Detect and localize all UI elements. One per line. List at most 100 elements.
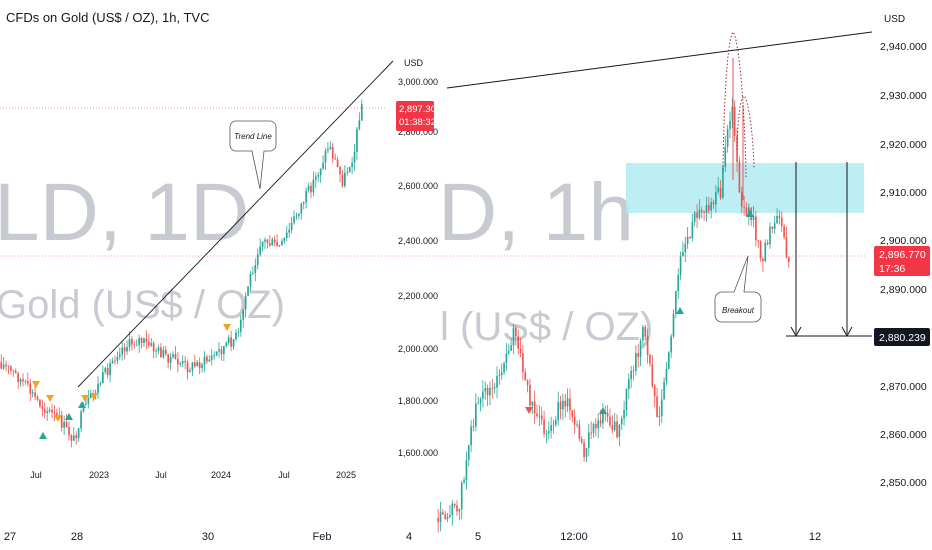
hourly-candle-body <box>710 202 712 211</box>
head-outline <box>722 31 747 179</box>
hourly-candle-body <box>578 424 581 439</box>
hourly-candle-body <box>529 384 531 406</box>
watermark-hourly-symbol: D, 1h <box>438 167 634 258</box>
daily-candle-body <box>232 339 235 347</box>
hourly-candle-body <box>496 375 498 388</box>
hourly-candle-body <box>627 379 630 390</box>
hourly-currency-label: USD <box>884 14 905 25</box>
target-price-value: 2,880.239 <box>879 332 926 344</box>
hourly-candle-body <box>682 252 684 257</box>
buy-signal-icon <box>746 210 754 217</box>
daily-candle-body <box>133 344 136 346</box>
hourly-time-axis: 27 28 30 Feb 4 5 12:00 10 11 12 <box>4 531 821 543</box>
hourly-candle-body <box>686 237 689 244</box>
daily-candle-body <box>220 349 223 354</box>
hourly-candle-body <box>693 212 696 222</box>
hourly-candle-body <box>660 399 663 416</box>
hourly-candle-body <box>442 512 444 515</box>
hourly-candle-body <box>658 415 661 418</box>
hourly-candle-body <box>505 353 508 363</box>
hourly-x-tick: 11 <box>731 531 742 543</box>
daily-time-axis: Jul 2023 Jul 2024 Jul 2025 <box>30 470 356 480</box>
hourly-candle-body <box>510 345 512 351</box>
daily-last-price-value: 2,897.305 <box>399 104 441 115</box>
hourly-candle-body <box>446 517 449 520</box>
hourly-candle-body <box>576 424 578 426</box>
daily-candle-body <box>177 358 179 365</box>
buy-signal-icon <box>78 401 86 408</box>
buy-signal-icon <box>39 432 47 439</box>
daily-candle-body <box>261 241 264 247</box>
daily-y-tick: 1,800.000 <box>398 396 438 406</box>
resistance-zone <box>626 163 864 213</box>
daily-candle-body <box>7 366 10 368</box>
daily-candle-body <box>358 120 361 130</box>
daily-candle-body <box>312 179 315 193</box>
hourly-candle-body <box>580 438 583 443</box>
daily-candle-body <box>72 435 75 441</box>
daily-candle-body <box>295 215 298 217</box>
daily-candle-body <box>191 362 194 371</box>
daily-candle-body <box>123 347 126 352</box>
daily-candle-body <box>56 412 58 417</box>
hourly-candle-body <box>592 423 595 433</box>
daily-candle-body <box>77 428 80 439</box>
daily-y-tick: 1,600.000 <box>398 448 438 458</box>
hourly-candle-body <box>707 205 710 211</box>
hourly-chart: Breakout 2,940.000 2,930.000 2,920.000 2,91… <box>0 14 930 543</box>
hourly-candle-body <box>465 459 468 480</box>
daily-candle-body <box>99 383 102 385</box>
hourly-candle-body <box>637 353 640 357</box>
daily-candle-body <box>322 162 324 169</box>
daily-candle-body <box>5 364 7 367</box>
hourly-candle-body <box>472 426 475 428</box>
hourly-candle-body <box>498 375 501 376</box>
daily-candle-body <box>140 338 143 343</box>
daily-candle-body <box>75 435 78 439</box>
hourly-candle-body <box>449 515 451 518</box>
daily-candle-body <box>39 399 41 407</box>
daily-candle-body <box>31 392 34 394</box>
hourly-candle-body <box>616 421 618 438</box>
hourly-candle-body <box>715 191 717 205</box>
daily-candle-body <box>210 355 213 360</box>
hourly-candle-body <box>590 432 592 434</box>
daily-y-tick: 3,000.000 <box>398 77 438 87</box>
daily-candle-body <box>285 232 288 238</box>
daily-candle-body <box>186 362 189 373</box>
hourly-last-price-value: 2,896.770 <box>879 249 926 261</box>
hourly-candle-body <box>519 348 522 354</box>
hourly-candle-body <box>738 162 741 193</box>
hourly-candle-body <box>642 326 644 341</box>
hourly-candle-body <box>531 401 534 406</box>
hourly-candle-body <box>470 426 472 446</box>
hourly-candle-body <box>623 409 625 419</box>
hourly-candle-body <box>571 410 574 417</box>
hourly-candle-body <box>456 505 458 512</box>
daily-candle-body <box>336 159 339 168</box>
daily-candle-body <box>189 370 191 373</box>
daily-candle-body <box>317 175 320 177</box>
daily-candle-body <box>12 370 15 372</box>
hourly-candle-body <box>696 212 698 218</box>
daily-candle-body <box>155 350 157 352</box>
hourly-candle-body <box>463 479 465 483</box>
hourly-candle-body <box>507 350 510 354</box>
hourly-candle-body <box>729 120 731 130</box>
daily-candle-body <box>51 409 53 413</box>
hourly-x-tick: 30 <box>202 531 214 543</box>
hourly-candle-body <box>597 420 600 429</box>
daily-candle-body <box>2 364 5 369</box>
hourly-candle-body <box>451 503 454 516</box>
daily-chart: Trend Line 3,000.000 2,800.000 2,600.000 2,… <box>0 58 441 480</box>
daily-y-tick: 2,000.000 <box>398 344 438 354</box>
daily-y-tick: 2,800.000 <box>398 127 438 137</box>
daily-candle-body <box>283 237 286 241</box>
hourly-candle-body <box>566 398 569 407</box>
hourly-candle-body <box>460 482 463 510</box>
hourly-y-tick: 2,900.000 <box>880 235 927 247</box>
hourly-candle-body <box>665 368 668 382</box>
hourly-candle-body <box>437 518 440 523</box>
hourly-candle-body <box>599 420 602 424</box>
watermark: LD, 1D Gold (US$ / OZ) D, 1h l (US$ / OZ… <box>0 167 653 349</box>
